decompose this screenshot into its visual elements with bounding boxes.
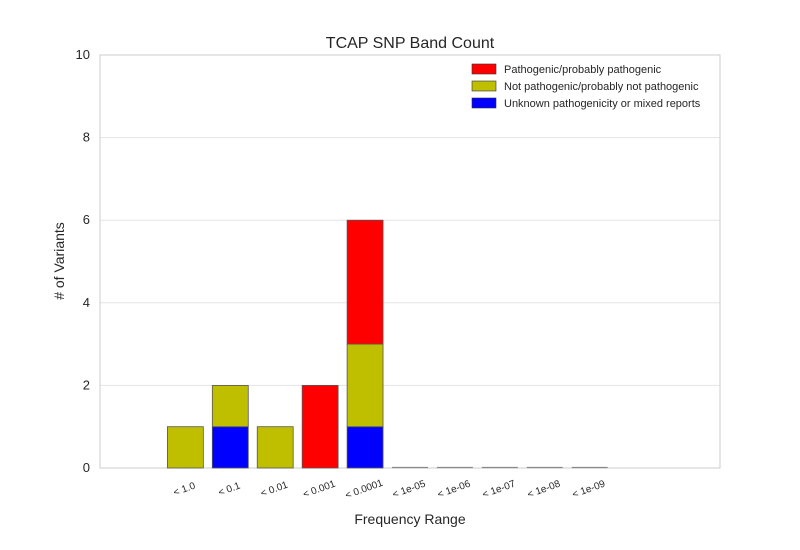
bars: [166, 219, 608, 469]
legend-swatch: [471, 80, 497, 92]
legend-entry: Not pathogenic/probably not pathogenic: [504, 81, 699, 93]
legend: Pathogenic/probably pathogenic Not pathog…: [471, 63, 701, 110]
y-axis-label: # of Variants: [51, 222, 67, 300]
y-tick-label: 6: [83, 212, 90, 227]
legend-entry: Pathogenic/probably pathogenic: [504, 64, 662, 76]
legend-swatch: [471, 63, 497, 75]
bar-segment: [301, 384, 339, 469]
bar-segment: [346, 426, 384, 469]
chart-title: TCAP SNP Band Count: [326, 35, 495, 52]
y-tick-label: 4: [83, 295, 90, 310]
legend-swatch: [471, 97, 497, 109]
bar-segment: [256, 426, 294, 469]
legend-entry: Unknown pathogenicity or mixed reports: [504, 98, 701, 110]
y-tick-labels: 0 2 4 6 8 10: [76, 47, 90, 475]
bar-segment: [166, 426, 204, 469]
y-tick-label: 0: [83, 460, 90, 475]
x-axis-label: Frequency Range: [354, 511, 466, 527]
bar-segment: [211, 426, 249, 469]
bar-segment: [346, 219, 384, 345]
bar-segment: [346, 343, 384, 428]
y-tick-label: 8: [83, 130, 90, 145]
y-tick-label: 10: [76, 47, 90, 62]
bar-segment: [211, 384, 249, 428]
y-tick-label: 2: [83, 377, 90, 392]
